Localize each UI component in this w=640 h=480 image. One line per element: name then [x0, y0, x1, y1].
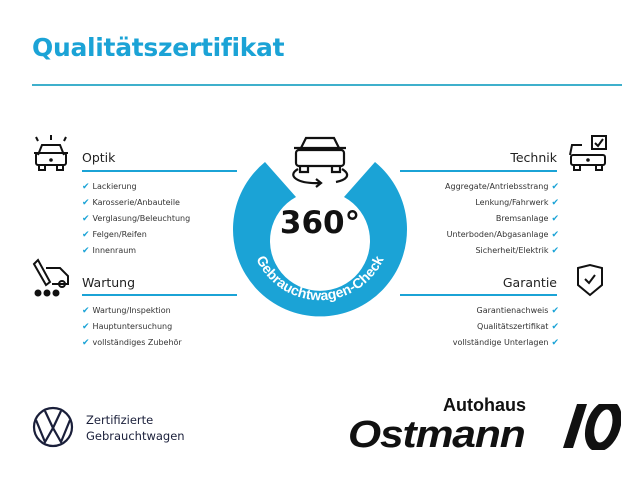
ostmann-logo-mark	[563, 404, 621, 450]
item-label: Garantienachweis	[476, 306, 549, 315]
check-icon: ✔	[551, 338, 559, 348]
section-heading-optik: Optik	[82, 150, 116, 165]
technik-list: Aggregate/Antriebsstrang ✔ Lenkung/Fahrwe…	[380, 179, 559, 259]
item-label: Verglasung/Beleuchtung	[92, 214, 191, 223]
vw-logo	[32, 406, 74, 448]
item-label: Qualitätszertifikat	[477, 322, 549, 331]
optik-list: ✔ Lackierung ✔ Karosserie/Anbauteile ✔ Verg…	[82, 179, 190, 259]
vw-certified-label: Zertifizierte Gebrauchtwagen	[86, 412, 185, 444]
dealer-name-small: Autohaus	[443, 395, 526, 415]
list-item: ✔ Lackierung	[82, 179, 190, 195]
list-item: ✔ Wartung/Inspektion	[82, 303, 182, 319]
check-icon: ✔	[551, 198, 559, 208]
check-icon: ✔	[82, 230, 90, 240]
list-item: Aggregate/Antriebsstrang ✔	[380, 179, 559, 195]
list-item: ✔ Felgen/Reifen	[82, 227, 190, 243]
item-label: Sicherheit/Elektrik	[475, 246, 549, 255]
check-icon: ✔	[82, 214, 90, 224]
list-item: Sicherheit/Elektrik ✔	[380, 243, 559, 259]
dealer-name-big: Ostmann	[348, 414, 526, 456]
list-item: Lenkung/Fahrwerk ✔	[380, 195, 559, 211]
check-icon: ✔	[82, 322, 90, 332]
check-icon: ✔	[551, 322, 559, 332]
item-label: Hauptuntersuchung	[92, 322, 173, 331]
list-item: Bremsanlage ✔	[380, 211, 559, 227]
item-label: Aggregate/Antriebsstrang	[445, 182, 549, 191]
item-label: vollständiges Zubehör	[92, 338, 182, 347]
check-icon: ✔	[551, 182, 559, 192]
vw-line2: Gebrauchtwagen	[86, 429, 185, 443]
360-check-badge: 360° Gebrauchtwagen-Check	[233, 136, 407, 317]
car-checklist-icon	[569, 135, 607, 171]
list-item: Unterboden/Abgasanlage ✔	[380, 227, 559, 243]
shield-check-icon	[577, 263, 603, 297]
check-icon: ✔	[82, 338, 90, 348]
section-heading-wartung: Wartung	[82, 275, 136, 290]
list-item: ✔ vollständiges Zubehör	[82, 335, 182, 351]
check-icon: ✔	[551, 306, 559, 316]
list-item: ✔ Innenraum	[82, 243, 190, 259]
car-rotate-icon	[292, 136, 349, 188]
car-lights-icon	[34, 135, 68, 171]
badge-value: 360°	[280, 205, 360, 241]
item-label: Bremsanlage	[495, 214, 549, 223]
wartung-list: ✔ Wartung/Inspektion ✔ Hauptuntersuchung ✔…	[82, 303, 182, 351]
item-label: vollständige Unterlagen	[452, 338, 549, 347]
wartung-divider	[82, 294, 237, 296]
optik-divider	[82, 170, 237, 172]
list-item: vollständige Unterlagen ✔	[380, 335, 559, 351]
check-icon: ✔	[551, 214, 559, 224]
list-item: Garantienachweis ✔	[380, 303, 560, 319]
check-icon: ✔	[551, 230, 559, 240]
check-icon: ✔	[82, 182, 90, 192]
technik-divider	[400, 170, 557, 172]
section-heading-garantie: Garantie	[502, 275, 557, 290]
list-item: ✔ Hauptuntersuchung	[82, 319, 182, 335]
section-heading-technik: Technik	[510, 150, 557, 165]
item-label: Innenraum	[92, 246, 137, 255]
item-label: Unterboden/Abgasanlage	[446, 230, 549, 239]
garantie-divider	[400, 294, 557, 296]
item-label: Lackierung	[92, 182, 137, 191]
item-label: Felgen/Reifen	[92, 230, 147, 239]
title-divider	[32, 84, 622, 86]
item-label: Wartung/Inspektion	[92, 306, 171, 315]
tools-van-icon	[32, 258, 69, 297]
item-label: Lenkung/Fahrwerk	[475, 198, 549, 207]
check-icon: ✔	[82, 198, 90, 208]
list-item: ✔ Karosserie/Anbauteile	[82, 195, 190, 211]
list-item: Qualitätszertifikat ✔	[380, 319, 559, 335]
page-title: Qualitätszertifikat	[32, 33, 285, 62]
check-icon: ✔	[551, 246, 559, 256]
list-item: ✔ Verglasung/Beleuchtung	[82, 211, 190, 227]
badge-ring	[233, 162, 407, 317]
garantie-list: Garantienachweis ✔ Qualitätszertifikat ✔ v…	[380, 303, 559, 351]
check-icon: ✔	[82, 246, 90, 256]
item-label: Karosserie/Anbauteile	[92, 198, 180, 207]
vw-line1: Zertifizierte	[86, 413, 154, 427]
check-icon: ✔	[82, 306, 90, 316]
